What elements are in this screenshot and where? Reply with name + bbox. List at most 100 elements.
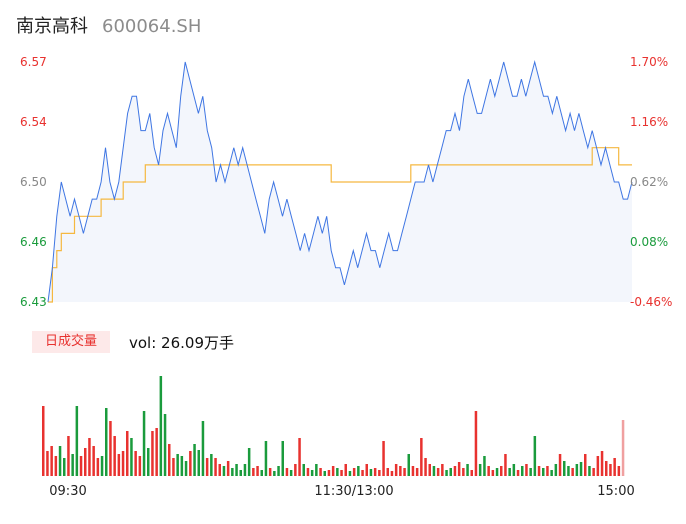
volume-bar [256,466,259,476]
volume-bar [151,431,154,476]
volume-bar [289,470,293,476]
volume-bar [462,468,465,476]
volume-bar [529,468,532,476]
volume-bar [302,464,305,476]
volume-bar [504,454,507,476]
volume-bar [113,436,116,476]
volume-bar [546,466,549,476]
price-area-fill [48,62,632,302]
percent-tick-label: 1.16% [630,115,668,129]
volume-bar [361,470,364,476]
volume-bar [331,466,335,476]
avg-price-line [48,147,632,303]
volume-bars [42,376,625,476]
volume-bar [121,451,125,476]
daily-volume-tab[interactable]: 日成交量 [32,331,110,353]
volume-bar [268,468,272,476]
volume-bar [176,454,179,476]
volume-bar [369,469,373,476]
volume-bar [470,470,473,476]
volume-bar [500,466,503,476]
volume-bar [134,451,137,476]
volume-bar [126,431,129,476]
volume-bar [201,421,205,476]
volume-bar [205,458,209,476]
volume-bar [508,468,511,476]
time-label: 09:30 [49,484,86,499]
volume-bar [319,468,322,476]
price-tick-label: 6.43 [20,295,47,309]
stock-code: 600064.SH [102,16,202,37]
volume-bar [445,470,448,476]
volume-bar [218,464,221,476]
volume-bar [474,411,478,476]
volume-bar [617,466,621,476]
volume-bar [558,454,562,476]
volume-bar [449,468,452,476]
volume-bar [525,464,528,476]
volume-bar [273,471,276,476]
volume-bar [235,464,238,476]
volume-bar [420,438,423,476]
volume-bar [378,470,381,476]
volume-bar [432,466,436,476]
volume-bar [613,458,616,476]
time-axis: 09:30 11:30/13:00 15:00 [49,484,634,499]
volume-bar [285,468,289,476]
volume-bar [592,468,595,476]
volume-bar [105,408,108,476]
volume-bar [424,458,427,476]
volume-bar [357,466,360,476]
stock-header: 南京高科 600064.SH [16,12,201,40]
time-label: 11:30/13:00 [314,484,393,499]
volume-bar [457,462,461,476]
volume-bar [214,458,217,476]
volume-bar [243,464,247,476]
percent-tick-label: -0.46% [630,295,672,309]
volume-bar [348,471,352,476]
volume-bar [605,461,608,476]
volume-bar [79,456,83,476]
avg-price-path [48,147,632,303]
volume-bar [315,464,318,476]
volume-bar [226,461,230,476]
volume-bar [521,466,524,476]
volume-bar [415,468,419,476]
volume-bar [96,458,100,476]
volume-bar [609,464,612,476]
volume-bar [407,454,410,476]
volume-readout: vol: 26.09万手 [129,334,234,352]
volume-bar [483,456,486,476]
volume-bar [394,464,398,476]
volume-bar [67,436,70,476]
volume-bar [340,470,343,476]
volume-bar [75,406,79,476]
volume-bar [533,436,537,476]
volume-bar [71,454,74,476]
price-tick-label: 6.54 [20,115,47,129]
volume-bar [88,438,91,476]
volume-bar [277,466,280,476]
volume-bar [491,470,495,476]
volume-bar [323,471,326,476]
volume-bar [46,451,49,476]
volume-bar [189,451,192,476]
volume-bar [403,468,406,476]
volume-bar [365,464,368,476]
volume-bar [327,470,331,476]
volume-bar [336,468,339,476]
volume-bar [516,470,520,476]
volume-bar [84,448,87,476]
volume-bar [298,438,301,476]
price-line [47,60,633,303]
volume-bar [399,466,402,476]
volume-bar [222,466,226,476]
volume-bar [567,466,570,476]
volume-bar [180,456,184,476]
volume-bar [495,468,499,476]
volume-bar [109,421,112,476]
price-tick-label: 6.57 [20,55,47,69]
volume-bar [466,464,469,476]
volume-bar [487,466,490,476]
